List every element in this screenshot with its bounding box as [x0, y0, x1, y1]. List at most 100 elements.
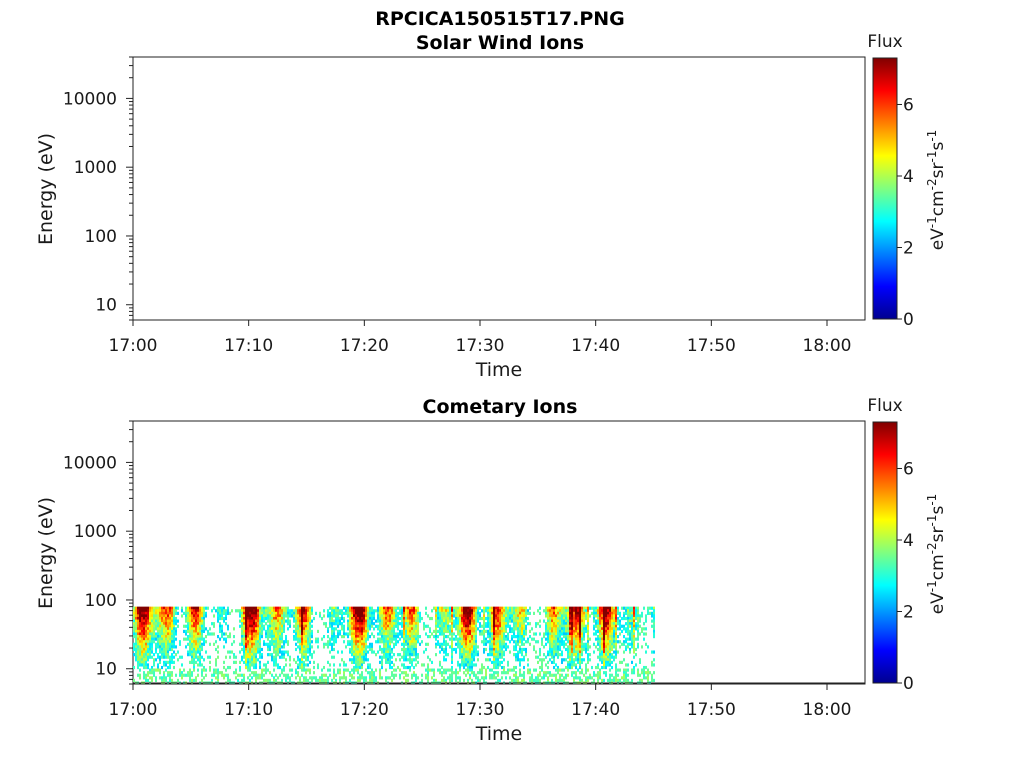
spectrogram-cell	[513, 606, 515, 610]
spectrogram-cell	[587, 611, 589, 615]
spectrogram-cell	[297, 671, 299, 675]
spectrogram-cell	[171, 611, 173, 615]
spectrogram-cell	[341, 676, 343, 680]
spectrogram-cell	[473, 642, 475, 646]
spectrogram-cell	[519, 614, 521, 618]
spectrogram-cell	[519, 616, 521, 621]
spectrogram-cell	[597, 619, 599, 623]
spectrogram-cell	[135, 632, 137, 636]
spectrogram-cell	[501, 676, 503, 680]
spectrogram-cell	[231, 650, 233, 654]
spectrogram-cell	[153, 622, 155, 626]
spectrogram-cell	[411, 676, 413, 680]
spectrogram-cell	[371, 624, 373, 628]
spectrogram-cell	[221, 629, 223, 634]
spectrogram-cell	[333, 627, 335, 631]
spectrogram-cell	[143, 671, 145, 675]
spectrogram-cell	[633, 671, 635, 675]
spectrogram-cell	[637, 637, 639, 641]
spectrogram-cell	[269, 653, 271, 657]
spectrogram-cell	[195, 632, 197, 636]
spectrogram-cell	[601, 647, 603, 652]
spectrogram-cell	[263, 640, 265, 644]
spectrogram-cell	[211, 632, 213, 636]
spectrogram-cell	[615, 665, 617, 670]
spectrogram-cell	[545, 611, 547, 615]
spectrogram-cell	[541, 640, 543, 644]
spectrogram-cell	[373, 634, 375, 639]
spectrogram-cell	[599, 634, 601, 639]
spectrogram-cell	[493, 627, 495, 631]
spectrogram-cell	[197, 658, 199, 662]
spectrogram-cell	[381, 655, 383, 659]
spectrogram-cell	[241, 642, 243, 646]
spectrogram-cell	[133, 606, 135, 610]
spectrogram-cell	[357, 676, 359, 680]
spectrogram-cell	[563, 614, 565, 618]
spectrogram-cell	[417, 622, 419, 626]
spectrogram-cell	[555, 632, 557, 636]
spectrogram-cell	[525, 614, 527, 618]
spectrogram-cell	[629, 614, 631, 618]
spectrogram-cell	[453, 647, 455, 652]
spectrogram-cell	[463, 640, 465, 644]
spectrogram-cell	[585, 665, 587, 670]
spectrogram-cell	[225, 614, 227, 618]
spectrogram-cell	[137, 616, 139, 621]
spectrogram-cell	[281, 650, 283, 654]
spectrogram-cell	[315, 640, 317, 644]
spectrogram-cell	[561, 614, 563, 618]
spectrogram-cell	[275, 634, 277, 639]
spectrogram-cell	[471, 660, 473, 664]
spectrogram-cell	[197, 609, 199, 613]
x-tick-label: 17:40	[571, 700, 620, 720]
spectrogram-cell	[371, 611, 373, 615]
spectrogram-cell	[381, 676, 383, 680]
spectrogram-cell	[351, 632, 353, 636]
spectrogram-cell	[333, 668, 335, 672]
spectrogram-cell	[351, 653, 353, 657]
spectrogram-cell	[139, 663, 141, 667]
spectrogram-cell	[577, 634, 579, 639]
spectrogram-cell	[395, 668, 397, 672]
spectrogram-cell	[287, 622, 289, 626]
spectrogram-cell	[537, 660, 539, 664]
spectrogram-cell	[143, 627, 145, 631]
spectrogram-cell	[527, 611, 529, 615]
spectrogram-cell	[353, 655, 355, 659]
spectrogram-cell	[351, 606, 353, 610]
spectrogram-cell	[355, 653, 357, 657]
spectrogram-cell	[189, 619, 191, 623]
spectrogram-cell	[555, 645, 557, 649]
spectrogram-cell	[327, 627, 329, 631]
spectrogram-cell	[439, 668, 441, 672]
spectrogram-cell	[229, 632, 231, 636]
spectrogram-cell	[637, 632, 639, 636]
spectrogram-cell	[277, 663, 279, 667]
spectrogram-cell	[261, 634, 263, 639]
spectrogram-cell	[513, 668, 515, 672]
spectrogram-cell	[139, 676, 141, 680]
spectrogram-cell	[573, 676, 575, 680]
spectrogram-cell	[623, 668, 625, 672]
spectrogram-cell	[361, 653, 363, 657]
spectrogram-cell	[181, 676, 183, 680]
spectrogram-cell	[511, 627, 513, 631]
spectrogram-cell	[363, 653, 365, 657]
spectrogram-cell	[405, 637, 407, 641]
spectrogram-cell	[489, 676, 491, 680]
spectrogram-cell	[167, 634, 169, 639]
spectrogram-cell	[249, 653, 251, 657]
spectrogram-cell	[615, 609, 617, 613]
spectrogram-cell	[249, 647, 251, 652]
spectrogram-cell	[167, 637, 169, 641]
spectrogram-cell	[631, 671, 633, 675]
spectrogram-cell	[137, 653, 139, 657]
spectrogram-cell	[393, 645, 395, 649]
spectrogram-cell	[245, 637, 247, 641]
spectrogram-cell	[611, 660, 613, 664]
spectrogram-cell	[429, 634, 431, 639]
spectrogram-cell	[463, 632, 465, 636]
spectrogram-cell	[197, 663, 199, 667]
spectrogram-cell	[611, 637, 613, 641]
